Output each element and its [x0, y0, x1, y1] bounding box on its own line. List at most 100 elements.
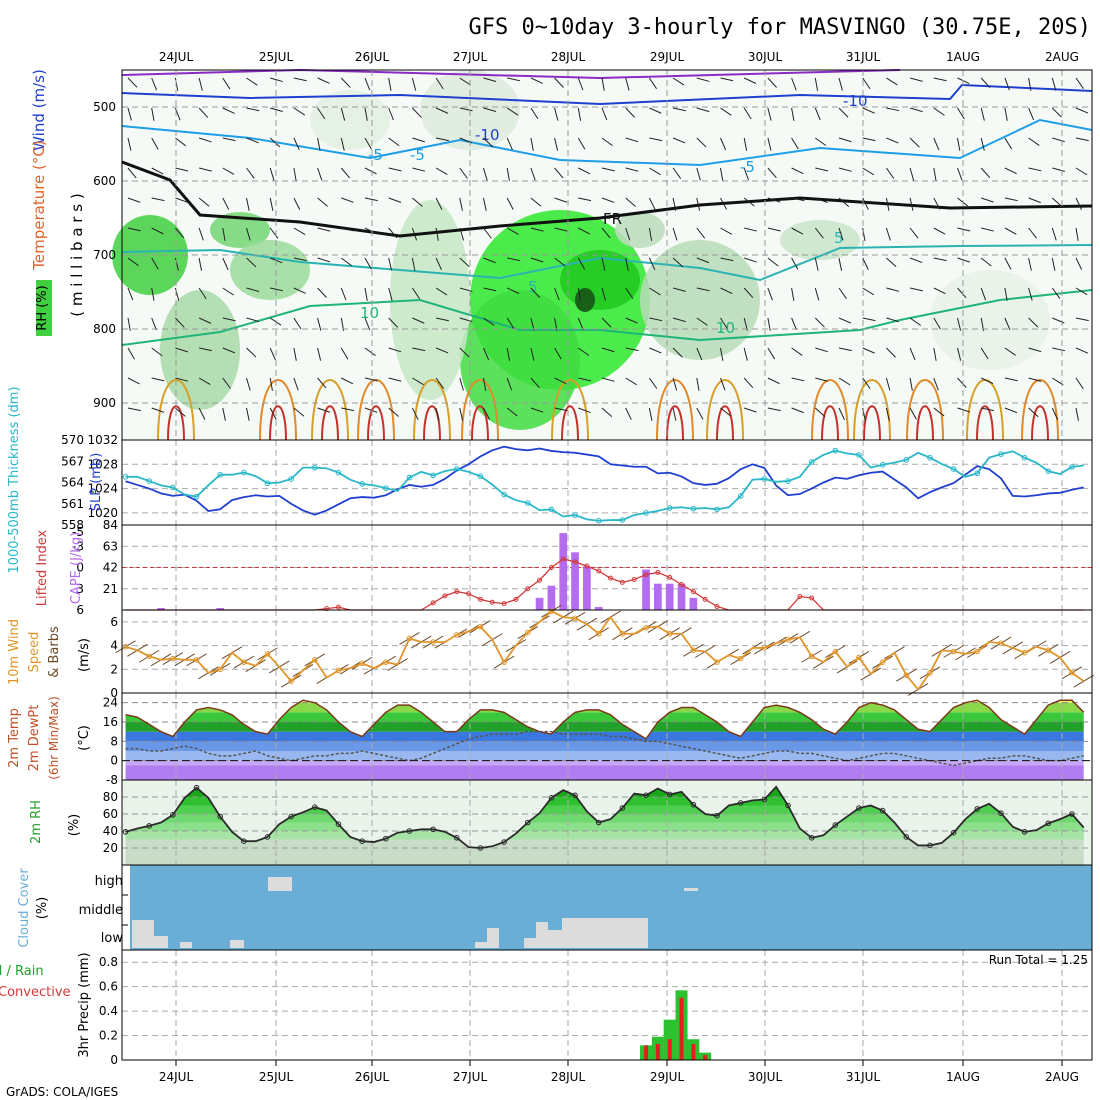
wind-barb [530, 167, 536, 181]
lifted-index-point [643, 572, 649, 578]
wind10-tick-label: 2 [110, 662, 118, 676]
wind10-speed-line-point [382, 659, 389, 665]
wind-barb [412, 377, 424, 386]
wind-barb [340, 347, 349, 360]
wind-barb [554, 287, 560, 301]
wind-barb [483, 257, 496, 264]
temperature-contour-label-2: -5 [410, 146, 425, 164]
wind-barb [506, 407, 518, 417]
wind-barb [269, 167, 275, 181]
wind-barb [649, 137, 663, 142]
wind-barb [743, 377, 754, 389]
wind10-speed-line-point [666, 630, 673, 637]
wind10-speed-line-point [335, 667, 342, 674]
wind-barb [317, 167, 323, 181]
rh2m-line-point [430, 826, 436, 833]
wind-barb [530, 197, 542, 207]
temperature-contour-label-7: 5 [528, 278, 538, 296]
rh2m-line [125, 785, 1085, 849]
wind-barb [980, 287, 987, 301]
wind-barb [886, 347, 896, 358]
wind-barb [838, 347, 852, 352]
wind-barb [554, 407, 568, 412]
wind-barb [957, 347, 962, 361]
wind-barb [862, 347, 875, 354]
wind-barb [625, 107, 636, 118]
cape-bar [157, 607, 165, 610]
wind-barb [483, 407, 491, 420]
wind-barb [317, 77, 330, 84]
rh2m-line-point [595, 819, 602, 826]
contour-freezing-line [121, 160, 1093, 238]
wind-barb [198, 257, 203, 271]
wind-barb [720, 227, 733, 235]
wind-barb [696, 107, 710, 113]
wind-barb [814, 227, 824, 239]
precip-convective-label: Convective [0, 985, 71, 1000]
wind-barb [246, 257, 257, 268]
rh2m-axis-units: (%) [67, 814, 82, 837]
rh2m-line-point [927, 842, 933, 849]
hot-contour-10 [863, 405, 881, 441]
wind10-axis-units: (m/s) [77, 638, 92, 672]
wind-barb [625, 377, 638, 386]
wind10-speed-line-point [879, 659, 886, 665]
hot-contour-3 [367, 405, 385, 441]
wind-barb [530, 317, 535, 331]
wind-barb [696, 347, 703, 361]
wind10-speed-line-point [359, 660, 365, 667]
wind-barb [198, 77, 203, 91]
date-label-top: 30JUL [748, 50, 783, 64]
temp-band-3 [125, 741, 1084, 751]
wind-barb [791, 287, 795, 301]
thickness-line-point [974, 470, 981, 477]
rh2m-line-point [856, 805, 862, 811]
date-label-bottom: 29JUL [650, 1070, 685, 1084]
wind-barb [815, 197, 828, 204]
wind-barb [601, 377, 615, 382]
wind-barb [625, 407, 632, 420]
wind-barb [388, 167, 402, 172]
thickness-line-point [264, 480, 271, 487]
wind-barb [293, 197, 301, 210]
wind-barb [743, 77, 757, 84]
rh-region-9 [310, 90, 390, 150]
date-label-top: 27JUL [453, 50, 488, 64]
wind-barb [1028, 227, 1037, 239]
precip-convective-bar [667, 1039, 672, 1060]
wind-barb [151, 287, 155, 301]
wind-barb [554, 137, 559, 151]
rh2m-line-point [477, 845, 484, 851]
wind-barb [672, 287, 686, 292]
wind10-tick-label: 6 [110, 615, 118, 629]
precip-tick-label: 0.8 [99, 955, 118, 969]
wind-barb [933, 197, 941, 210]
slp-tick-label: 1028 [87, 457, 118, 471]
wind-barb [672, 317, 686, 323]
wind-barb [341, 227, 355, 232]
wind10-speed-line-point [430, 639, 436, 645]
temp2m-line [125, 699, 1085, 740]
wind-barb [412, 197, 423, 207]
wind-barb [530, 377, 540, 389]
date-label-bottom: 2AUG [1045, 1070, 1079, 1084]
wind-barb [601, 317, 612, 328]
thickness-line-point [903, 457, 910, 463]
temp2m-panel: -8 0 8 16 24 [103, 693, 1092, 787]
wind-barb [601, 287, 606, 301]
wind-barb [435, 77, 444, 90]
lifted-index-point [335, 604, 341, 610]
cloud-cell-2 [180, 942, 192, 948]
wind-barb [578, 167, 591, 175]
wind10-speed-line-point [785, 636, 791, 643]
thickness-tick-label: 558 [61, 518, 84, 532]
temperature-contour-label-4: -5 [368, 146, 383, 164]
contour-minus15-line [121, 68, 901, 80]
lifted-tick-label: 6 [76, 603, 84, 617]
thickness-line-point [548, 506, 555, 513]
rh2m-tick-label: 20 [103, 841, 118, 855]
hot-contour-7 [666, 405, 684, 441]
thickness-line-point [312, 464, 318, 471]
lifted-index-point [454, 589, 460, 595]
